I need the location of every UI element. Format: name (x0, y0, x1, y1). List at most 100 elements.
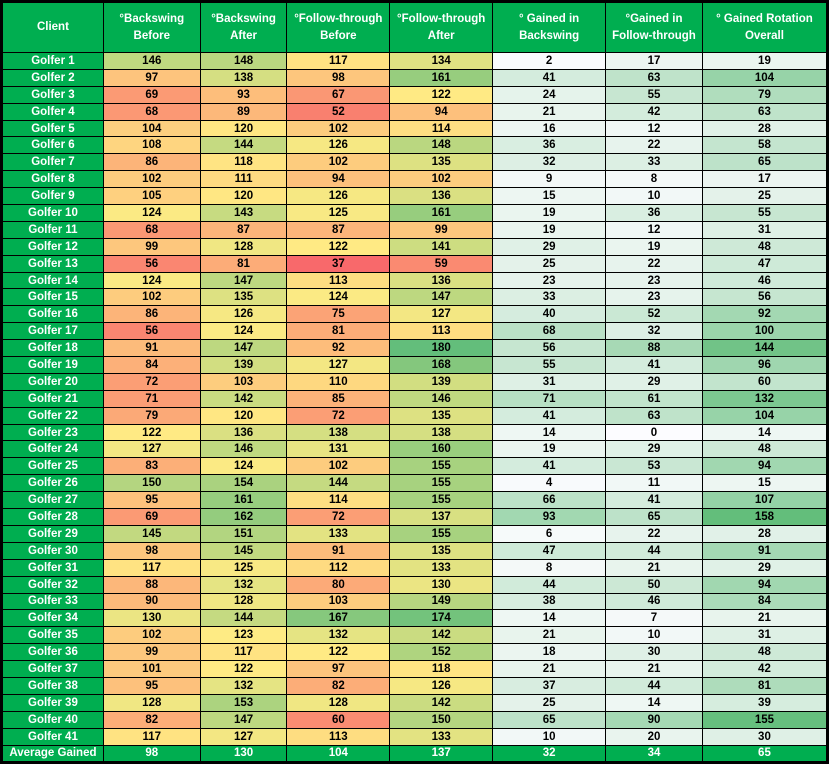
row-label: Golfer 37 (1, 660, 104, 678)
data-cell: 65 (701, 153, 829, 172)
data-cell: 118 (389, 660, 494, 678)
row-label: Golfer 6 (1, 136, 104, 155)
column-header: °Follow-through After (389, 1, 494, 53)
data-cell: 108 (102, 136, 201, 155)
data-cell: 32 (492, 153, 607, 172)
data-cell: 117 (286, 52, 391, 70)
data-cell: 66 (492, 491, 607, 510)
data-cell: 128 (199, 237, 288, 256)
table-row: Golfer 17 56 124 81 113 68 32 100 (1, 322, 829, 341)
data-cell: 147 (199, 710, 288, 729)
data-cell: 125 (286, 204, 391, 222)
data-cell: 146 (389, 389, 494, 408)
table-row: Golfer 31 117 125 112 133 8 21 29 (1, 558, 829, 577)
data-cell: 48 (701, 237, 829, 256)
data-cell: 63 (605, 406, 703, 425)
data-cell: 127 (102, 440, 201, 459)
table-row: Golfer 27 95 161 114 155 66 41 107 (1, 491, 829, 510)
data-cell: 162 (199, 508, 288, 526)
data-cell: 10 (605, 187, 703, 206)
row-label: Golfer 12 (1, 237, 104, 256)
table-row: Golfer 34 130 144 167 174 14 7 21 (1, 609, 829, 628)
table-row: Golfer 41 117 127 113 133 10 20 30 (1, 727, 829, 746)
data-cell: 79 (102, 406, 201, 425)
data-cell: 148 (199, 52, 288, 70)
data-cell: 92 (701, 305, 829, 324)
data-cell: 50 (605, 575, 703, 594)
data-cell: 133 (286, 524, 391, 543)
row-label: Golfer 28 (1, 508, 104, 526)
data-cell: 117 (199, 643, 288, 662)
data-cell: 95 (102, 676, 201, 695)
data-cell: 127 (286, 356, 391, 374)
data-cell: 69 (102, 508, 201, 526)
data-cell: 33 (605, 153, 703, 172)
table-row: Golfer 22 79 120 72 135 41 63 104 (1, 406, 829, 425)
data-cell: 97 (102, 68, 201, 87)
table-row: Golfer 4 68 89 52 94 21 42 63 (1, 102, 829, 121)
data-cell: 128 (286, 693, 391, 712)
data-cell: 139 (199, 356, 288, 374)
column-header: ° Gained Rotation Overall (701, 1, 829, 53)
data-cell: 7 (605, 609, 703, 628)
data-cell: 81 (199, 254, 288, 273)
average-cell: 104 (286, 744, 391, 764)
data-cell: 65 (492, 710, 607, 729)
data-cell: 94 (286, 170, 391, 189)
data-cell: 155 (389, 524, 494, 543)
data-cell: 67 (286, 85, 391, 104)
data-cell: 122 (389, 85, 494, 104)
data-cell: 174 (389, 609, 494, 628)
table-row: Golfer 14 124 147 113 136 23 23 46 (1, 271, 829, 290)
data-cell: 136 (389, 187, 494, 206)
row-label: Golfer 9 (1, 187, 104, 206)
data-cell: 65 (605, 508, 703, 526)
data-cell: 86 (102, 305, 201, 324)
average-row: Average Gained 98 130 104 137 32 34 65 (1, 744, 829, 764)
data-cell: 126 (286, 187, 391, 206)
data-cell: 30 (701, 727, 829, 746)
data-cell: 25 (492, 693, 607, 712)
data-cell: 38 (492, 592, 607, 611)
row-label: Golfer 33 (1, 592, 104, 611)
data-cell: 48 (701, 440, 829, 459)
data-cell: 2 (492, 52, 607, 70)
data-cell: 75 (286, 305, 391, 324)
data-cell: 29 (492, 237, 607, 256)
data-cell: 102 (102, 170, 201, 189)
column-header: °Gained in Follow-through (605, 1, 703, 53)
data-cell: 120 (199, 187, 288, 206)
row-label: Golfer 36 (1, 643, 104, 662)
data-cell: 105 (102, 187, 201, 206)
data-cell: 32 (605, 322, 703, 341)
data-cell: 84 (701, 592, 829, 611)
table-row: Golfer 28 69 162 72 137 93 65 158 (1, 508, 829, 526)
data-cell: 90 (102, 592, 201, 611)
data-cell: 135 (389, 541, 494, 560)
data-cell: 132 (286, 626, 391, 645)
data-cell: 99 (389, 220, 494, 239)
average-cell: 32 (492, 744, 607, 764)
data-cell: 12 (605, 119, 703, 138)
data-cell: 107 (701, 491, 829, 510)
data-cell: 68 (102, 102, 201, 121)
row-label: Golfer 3 (1, 85, 104, 104)
data-cell: 110 (286, 372, 391, 391)
data-cell: 16 (492, 119, 607, 138)
data-cell: 127 (199, 727, 288, 746)
data-cell: 52 (605, 305, 703, 324)
data-cell: 148 (389, 136, 494, 155)
data-cell: 91 (102, 339, 201, 358)
table-row: Golfer 5 104 120 102 114 16 12 28 (1, 119, 829, 138)
data-cell: 82 (102, 710, 201, 729)
data-cell: 130 (389, 575, 494, 594)
data-cell: 112 (286, 558, 391, 577)
data-cell: 124 (102, 204, 201, 222)
data-cell: 94 (701, 457, 829, 476)
data-cell: 101 (102, 660, 201, 678)
data-cell: 19 (492, 440, 607, 459)
data-cell: 127 (389, 305, 494, 324)
data-cell: 48 (701, 643, 829, 662)
data-cell: 14 (492, 423, 607, 442)
data-cell: 102 (286, 153, 391, 172)
